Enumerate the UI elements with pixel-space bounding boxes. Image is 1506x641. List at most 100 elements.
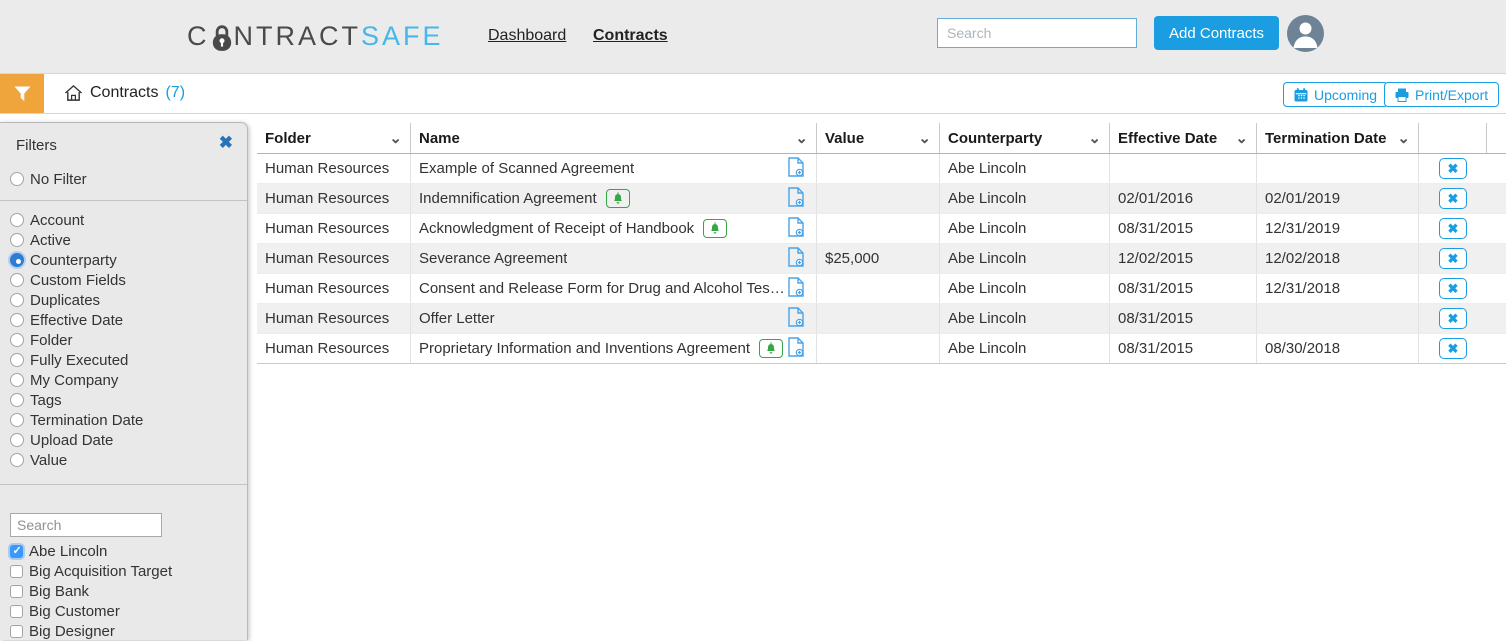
column-header-value[interactable]: Value ⌄: [817, 123, 940, 153]
filter-option-counterparty[interactable]: Counterparty: [10, 250, 117, 270]
table-row[interactable]: Human Resources Proprietary Information …: [257, 334, 1506, 364]
checkbox-icon[interactable]: [10, 604, 23, 618]
column-header-effective-date[interactable]: Effective Date ⌄: [1110, 123, 1257, 153]
chevron-down-icon[interactable]: ⌄: [918, 130, 931, 147]
chevron-down-icon[interactable]: ⌄: [1235, 130, 1248, 147]
radio-icon[interactable]: [10, 333, 24, 347]
chevron-down-icon[interactable]: ⌄: [795, 130, 808, 147]
contract-name-link[interactable]: Indemnification Agreement: [419, 190, 597, 207]
filter-option-account[interactable]: Account: [10, 210, 84, 230]
radio-icon[interactable]: [10, 453, 24, 467]
document-add-icon[interactable]: [788, 216, 804, 241]
contract-name-link[interactable]: Acknowledgment of Receipt of Handbook: [419, 220, 695, 237]
chevron-down-icon[interactable]: ⌄: [1397, 130, 1410, 147]
cell-name[interactable]: Severance Agreement: [411, 244, 817, 273]
document-add-icon[interactable]: [788, 186, 804, 211]
table-row[interactable]: Human Resources Consent and Release Form…: [257, 274, 1506, 304]
delete-row-button[interactable]: ✖: [1439, 248, 1467, 269]
filter-option-no-filter[interactable]: No Filter: [10, 169, 87, 189]
counterparty-checkbox-abe-lincoln[interactable]: Abe Lincoln: [10, 541, 107, 561]
filter-option-termination-date[interactable]: Termination Date: [10, 410, 143, 430]
contract-name-link[interactable]: Example of Scanned Agreement: [419, 160, 635, 177]
filter-option-effective-date[interactable]: Effective Date: [10, 310, 123, 330]
table-row[interactable]: Human Resources Acknowledgment of Receip…: [257, 214, 1506, 244]
filter-option-duplicates[interactable]: Duplicates: [10, 290, 100, 310]
filter-option-active[interactable]: Active: [10, 230, 71, 250]
nav-dashboard-link[interactable]: Dashboard: [488, 27, 567, 44]
radio-icon[interactable]: [10, 413, 24, 427]
counterparty-checkbox-big-acquisition-target[interactable]: Big Acquisition Target: [10, 561, 172, 581]
reminder-bell-icon[interactable]: [605, 189, 630, 208]
global-search-input[interactable]: [937, 18, 1137, 48]
table-row[interactable]: Human Resources Example of Scanned Agree…: [257, 154, 1506, 184]
document-add-icon[interactable]: [788, 156, 804, 181]
column-header-folder[interactable]: Folder ⌄: [257, 123, 411, 153]
cell-name[interactable]: Acknowledgment of Receipt of Handbook: [411, 214, 817, 243]
cell-name[interactable]: Indemnification Agreement: [411, 184, 817, 213]
table-row[interactable]: Human Resources Severance Agreement $25,…: [257, 244, 1506, 274]
delete-row-button[interactable]: ✖: [1439, 188, 1467, 209]
counterparty-checkbox-big-designer[interactable]: Big Designer: [10, 621, 115, 641]
radio-icon[interactable]: [10, 233, 24, 247]
contract-name-link[interactable]: Offer Letter: [419, 310, 495, 327]
document-add-icon[interactable]: [788, 246, 804, 271]
reminder-bell-icon[interactable]: [703, 219, 728, 238]
page-title-text: Contracts: [90, 84, 159, 101]
close-icon[interactable]: ✖: [218, 133, 233, 152]
radio-icon[interactable]: [10, 373, 24, 387]
radio-icon[interactable]: [10, 353, 24, 367]
checkbox-icon[interactable]: [10, 584, 23, 598]
filter-option-tags[interactable]: Tags: [10, 390, 62, 410]
counterparty-checkbox-big-customer[interactable]: Big Customer: [10, 601, 120, 621]
column-header-counterparty[interactable]: Counterparty ⌄: [940, 123, 1110, 153]
radio-icon[interactable]: [10, 293, 24, 307]
document-add-icon[interactable]: [788, 276, 804, 301]
cell-effective-date: 08/31/2015: [1110, 334, 1257, 363]
nav-contracts-link[interactable]: Contracts: [593, 27, 668, 44]
cell-name[interactable]: Offer Letter: [411, 304, 817, 333]
chevron-down-icon[interactable]: ⌄: [389, 130, 402, 147]
delete-row-button[interactable]: ✖: [1439, 158, 1467, 179]
filter-option-fully-executed[interactable]: Fully Executed: [10, 350, 128, 370]
radio-icon[interactable]: [10, 172, 24, 186]
checkbox-checked-icon[interactable]: [10, 544, 23, 558]
column-header-name[interactable]: Name ⌄: [411, 123, 817, 153]
table-row[interactable]: Human Resources Offer Letter Abe Lincoln…: [257, 304, 1506, 334]
print-export-button[interactable]: Print/Export: [1384, 82, 1500, 107]
user-avatar[interactable]: [1287, 15, 1324, 52]
checkbox-icon[interactable]: [10, 624, 23, 638]
cell-name[interactable]: Consent and Release Form for Drug and Al…: [411, 274, 817, 303]
delete-row-button[interactable]: ✖: [1439, 278, 1467, 299]
radio-icon[interactable]: [10, 393, 24, 407]
filter-option-folder[interactable]: Folder: [10, 330, 73, 350]
delete-row-button[interactable]: ✖: [1439, 338, 1467, 359]
filter-option-my-company[interactable]: My Company: [10, 370, 118, 390]
cell-name[interactable]: Example of Scanned Agreement: [411, 154, 817, 183]
filter-toggle-button[interactable]: [0, 74, 44, 113]
document-add-icon[interactable]: [788, 306, 804, 331]
document-add-icon[interactable]: [788, 336, 804, 361]
radio-icon[interactable]: [10, 213, 24, 227]
radio-icon[interactable]: [10, 273, 24, 287]
radio-icon[interactable]: [10, 433, 24, 447]
contract-name-link[interactable]: Consent and Release Form for Drug and Al…: [419, 280, 788, 297]
contract-name-link[interactable]: Proprietary Information and Inventions A…: [419, 340, 751, 357]
chevron-down-icon[interactable]: ⌄: [1088, 130, 1101, 147]
radio-icon-selected[interactable]: [10, 253, 24, 267]
upcoming-button[interactable]: Upcoming: [1283, 82, 1389, 107]
reminder-bell-icon[interactable]: [759, 339, 784, 358]
counterparty-search-input[interactable]: [10, 513, 162, 537]
add-contracts-button[interactable]: Add Contracts: [1154, 16, 1280, 50]
column-header-termination-date[interactable]: Termination Date ⌄: [1257, 123, 1419, 153]
contract-name-link[interactable]: Severance Agreement: [419, 250, 568, 267]
table-row[interactable]: Human Resources Indemnification Agreemen…: [257, 184, 1506, 214]
filter-option-upload-date[interactable]: Upload Date: [10, 430, 113, 450]
cell-name[interactable]: Proprietary Information and Inventions A…: [411, 334, 817, 363]
filter-option-value[interactable]: Value: [10, 450, 67, 470]
delete-row-button[interactable]: ✖: [1439, 218, 1467, 239]
counterparty-checkbox-big-bank[interactable]: Big Bank: [10, 581, 89, 601]
checkbox-icon[interactable]: [10, 564, 23, 578]
delete-row-button[interactable]: ✖: [1439, 308, 1467, 329]
filter-option-custom-fields[interactable]: Custom Fields: [10, 270, 126, 290]
radio-icon[interactable]: [10, 313, 24, 327]
